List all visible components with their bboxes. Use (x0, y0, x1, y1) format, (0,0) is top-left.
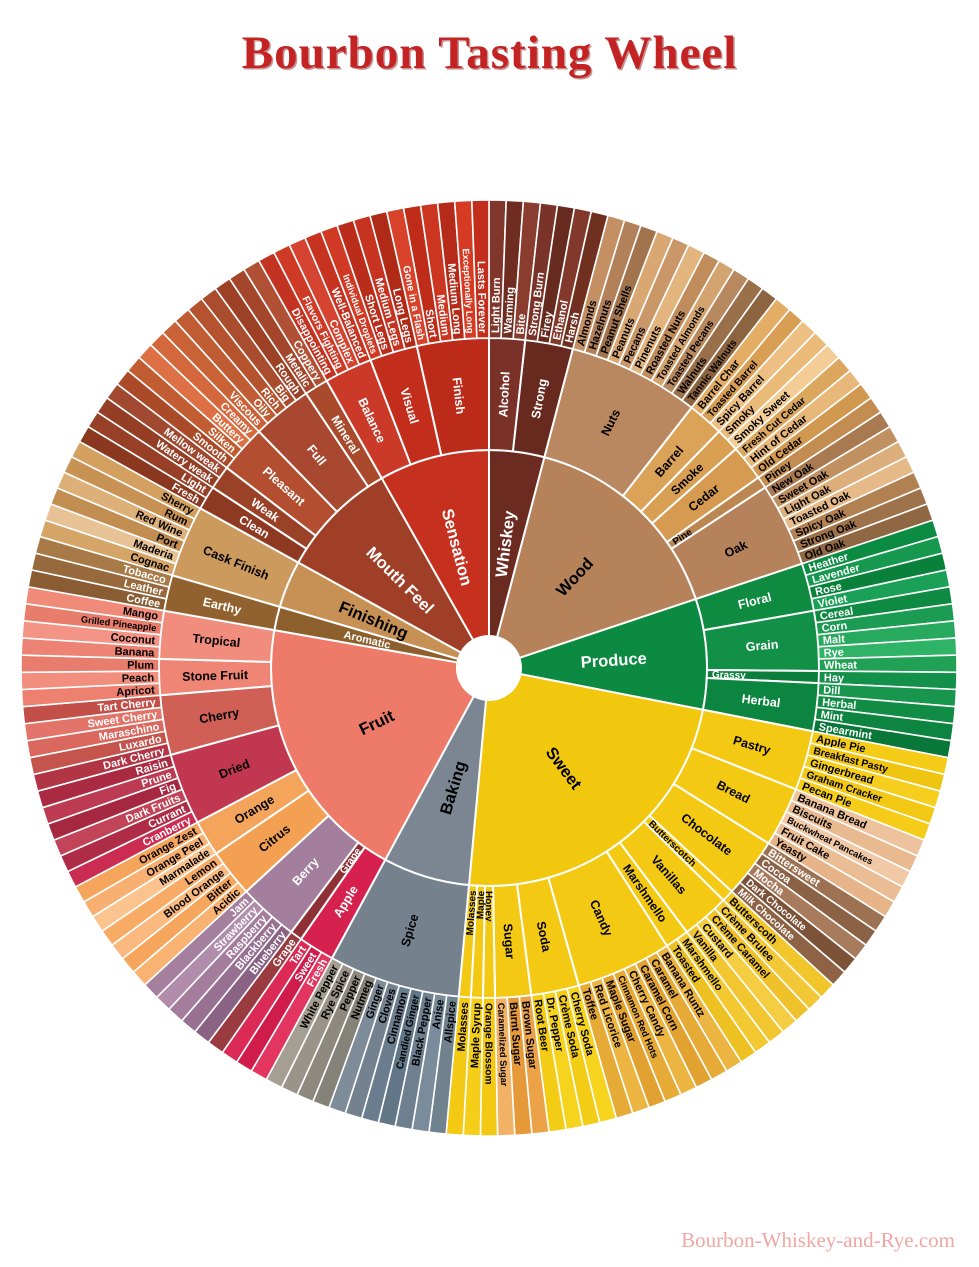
label-maple-syrup: Maple Syrup (469, 1002, 483, 1068)
label-produce: Produce (580, 650, 647, 672)
label-maple: Maple (475, 890, 487, 919)
label-hay: Hay (824, 672, 845, 685)
label-wheat: Wheat (824, 659, 857, 671)
label-alcohol: Alcohol (496, 371, 513, 418)
label-orange-blossom: Orange Blossom (482, 1003, 493, 1085)
label-malt: Malt (822, 633, 845, 647)
label-tart-cherry: Tart Cherry (97, 697, 157, 715)
label-herbal: Herbal (741, 692, 781, 711)
label-lasts-forever: Lasts Forever (475, 261, 488, 334)
label-rye: Rye (823, 647, 844, 660)
label-sugar: Sugar (500, 923, 517, 959)
label-burnt-sugar: Burnt Sugar (507, 1002, 524, 1067)
page-title: Bourbon Tasting Wheel (241, 27, 738, 79)
label-medium: Medium (434, 294, 451, 337)
label-molasses: Molasses (456, 1002, 472, 1052)
label-mango: Mango (122, 605, 159, 622)
label-honey: Honey (483, 891, 494, 922)
label-mint: Mint (820, 709, 844, 724)
label-tropical: Tropical (192, 631, 241, 650)
label-caramelized-sugar: Caramelized Sugar (496, 1003, 509, 1087)
label-soda: Soda (534, 920, 554, 954)
label-allspice: Allspice (442, 1000, 459, 1043)
label-corn: Corn (821, 620, 848, 635)
wedge-lasts-forever (470, 199, 490, 340)
label-grain: Grain (745, 637, 779, 654)
label-grassy: Grassy (712, 670, 747, 682)
label-stone-fruit: Stone Fruit (182, 668, 249, 684)
footer-url: Bourbon-Whiskey-and-Rye.com (681, 1228, 955, 1252)
label-exceptionally-long: Exceptionally Long (461, 248, 476, 334)
label-fig: Fig (158, 781, 178, 798)
label-banana: Banana (114, 646, 155, 660)
label-peach: Peach (122, 672, 155, 685)
label-dill: Dill (823, 684, 841, 697)
label-warming: Warming (502, 287, 517, 334)
label-short: Short (422, 308, 439, 339)
label-bite: Bite (515, 313, 529, 335)
label-cherry: Cherry (198, 706, 240, 727)
label-plum: Plum (127, 660, 154, 672)
center-hole (457, 636, 521, 700)
label-coconut: Coconut (110, 632, 156, 648)
label-apricot: Apricot (116, 684, 156, 698)
label-anise: Anise (430, 999, 446, 1030)
label-finish: Finish (450, 377, 468, 415)
label-light-burn: Light Burn (490, 277, 503, 333)
